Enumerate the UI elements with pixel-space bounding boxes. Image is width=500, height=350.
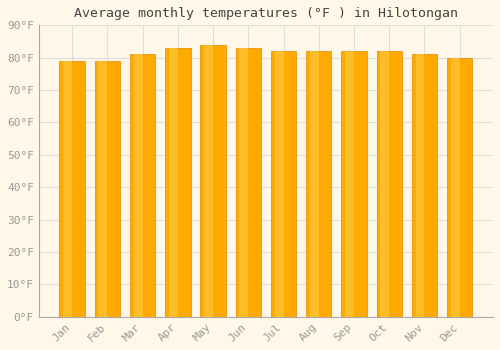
Bar (310, 51, 319, 317)
Bar (60, 61, 85, 317)
Bar (169, 48, 178, 317)
Bar (451, 58, 460, 317)
Bar (306, 51, 332, 317)
Bar (416, 55, 424, 317)
Bar (271, 51, 296, 317)
Bar (236, 48, 261, 317)
Bar (447, 58, 472, 317)
Bar (380, 51, 390, 317)
Bar (345, 51, 354, 317)
Bar (342, 51, 366, 317)
Bar (200, 45, 226, 317)
Bar (130, 55, 156, 317)
Bar (274, 51, 283, 317)
Bar (376, 51, 402, 317)
Title: Average monthly temperatures (°F ) in Hilotongan: Average monthly temperatures (°F ) in Hi… (74, 7, 458, 20)
Bar (412, 55, 437, 317)
Bar (134, 55, 142, 317)
Bar (98, 61, 108, 317)
Bar (204, 45, 213, 317)
Bar (165, 48, 190, 317)
Bar (64, 61, 72, 317)
Bar (94, 61, 120, 317)
Bar (240, 48, 248, 317)
